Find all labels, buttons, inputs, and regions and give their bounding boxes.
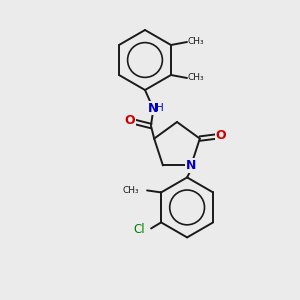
Text: CH₃: CH₃ [122, 186, 139, 195]
Text: H: H [156, 103, 164, 113]
Text: O: O [215, 129, 226, 142]
Text: CH₃: CH₃ [188, 38, 205, 46]
Text: O: O [125, 115, 135, 128]
Text: CH₃: CH₃ [188, 74, 205, 82]
Text: N: N [148, 101, 158, 115]
Text: Cl: Cl [134, 223, 145, 236]
Text: N: N [186, 159, 196, 172]
